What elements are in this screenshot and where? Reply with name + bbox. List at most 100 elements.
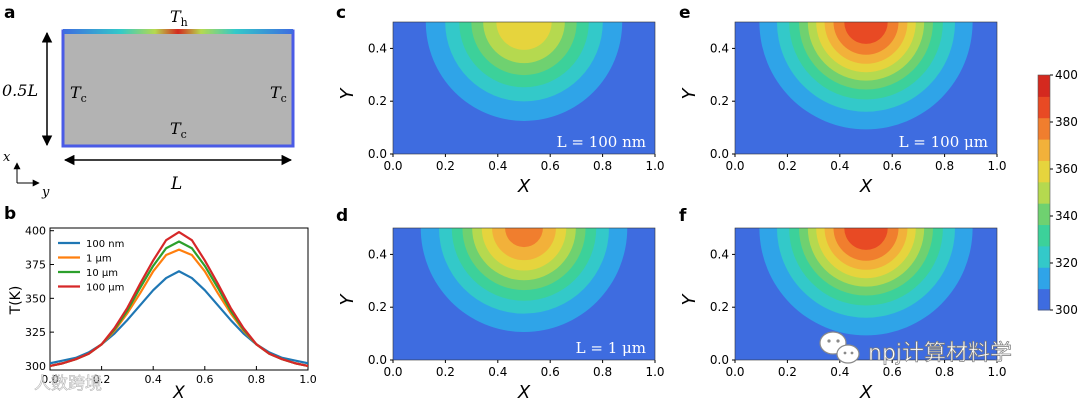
contour-xlabel: X bbox=[859, 176, 873, 197]
bottom-cold-label: Tc bbox=[170, 119, 187, 141]
contour-y-tick-label: 0.4 bbox=[368, 41, 387, 55]
contour-y-tick-label: 0.2 bbox=[368, 94, 387, 108]
wechat-icon bbox=[819, 331, 860, 364]
panel-letter-d: d bbox=[336, 206, 348, 226]
contour-x-tick-label: 0.4 bbox=[830, 365, 849, 379]
colorbar-band bbox=[1038, 203, 1050, 226]
colorbar-tick-label: 300 bbox=[1055, 303, 1078, 317]
panel-letter-b: b bbox=[4, 204, 16, 224]
contour-x-tick-label: 0.2 bbox=[436, 365, 455, 379]
height-label: 0.5L bbox=[2, 81, 38, 100]
contour-band bbox=[505, 228, 543, 248]
x-tick-label: 1.0 bbox=[299, 373, 317, 386]
panel-d: d 0.0 0.2 0.4 0.6 0.8 1.0 0.0 0.2 0.4 X Y L = 1 μm bbox=[336, 206, 665, 402]
contour-xlabel: X bbox=[517, 382, 531, 402]
contour-band bbox=[844, 22, 888, 44]
contour-x-tick-label: 0.2 bbox=[436, 159, 455, 173]
contour-frame bbox=[392, 227, 656, 361]
panel-letter-a: a bbox=[4, 3, 15, 23]
hot-temperature-label: Th bbox=[170, 7, 188, 29]
contour-y-tick-label: 0.0 bbox=[710, 353, 729, 367]
line-chart-x-ticks: 0.0 0.2 0.4 0.6 0.8 1.0 bbox=[41, 366, 317, 386]
colorbar-tick-label: 380 bbox=[1055, 115, 1078, 129]
contour-x-tick-label: 0.6 bbox=[541, 159, 560, 173]
contour-xlabel: X bbox=[859, 382, 873, 402]
colorbar-band bbox=[1038, 224, 1050, 247]
contour-bands bbox=[759, 228, 973, 336]
axis-y-label: y bbox=[41, 185, 50, 200]
contour-y-tick-label: 0.4 bbox=[710, 41, 729, 55]
contour-x-tick-label: 0.0 bbox=[383, 365, 402, 379]
colorbar-band bbox=[1038, 267, 1050, 290]
right-cold-label: Tc bbox=[270, 83, 287, 105]
colorbar-tick-label: 320 bbox=[1055, 256, 1078, 270]
line-chart-ylabel: T(K) bbox=[8, 286, 24, 316]
contour-x-tick-label: 0.0 bbox=[725, 365, 744, 379]
watermark-left-icon bbox=[12, 374, 28, 390]
contour-x-tick-label: 1.0 bbox=[645, 159, 664, 173]
y-tick-label: 325 bbox=[25, 326, 46, 339]
colorbar-band bbox=[1038, 245, 1050, 268]
y-tick-label: 400 bbox=[25, 225, 46, 238]
colorbar-band bbox=[1038, 117, 1050, 140]
y-tick-label: 300 bbox=[25, 360, 46, 373]
contour-x-tick-label: 0.2 bbox=[778, 159, 797, 173]
x-tick-label: 0.4 bbox=[144, 373, 162, 386]
watermark-left: 人数跨境 bbox=[12, 374, 102, 394]
legend-label: 100 μm bbox=[86, 283, 124, 294]
contour-label-c: L = 100 nm bbox=[557, 133, 646, 151]
contour-y-tick-label: 0.2 bbox=[710, 300, 729, 314]
contour-plot-f: 0.0 0.2 0.4 0.6 0.8 1.0 0.0 0.2 0.4 X Y bbox=[679, 227, 1007, 402]
contour-ylabel: Y bbox=[679, 87, 700, 100]
contour-x-tick-label: 1.0 bbox=[645, 365, 664, 379]
line-chart-frame bbox=[49, 227, 309, 371]
legend-label: 1 μm bbox=[86, 254, 112, 265]
contour-plot-e: 0.0 0.2 0.4 0.6 0.8 1.0 0.0 0.2 0.4 X Y bbox=[679, 21, 1007, 197]
panel-a: a Th Tc Tc Tc 0.5L L x y bbox=[2, 3, 295, 200]
colorbar-ticks: 300 320 340 360 380 400 bbox=[1050, 68, 1078, 317]
contour-x-tick-label: 0.6 bbox=[883, 365, 902, 379]
panel-letter-f: f bbox=[679, 206, 687, 226]
contour-plot-c: 0.0 0.2 0.4 0.6 0.8 1.0 0.0 0.2 0.4 X Y bbox=[337, 21, 665, 197]
line-chart-y-ticks: 300 325 350 375 400 bbox=[25, 225, 54, 373]
x-tick-label: 0.6 bbox=[196, 373, 214, 386]
contour-x-tick-label: 1.0 bbox=[987, 159, 1006, 173]
axis-x-label: x bbox=[3, 150, 11, 165]
y-tick-label: 375 bbox=[25, 259, 46, 272]
line-chart-xlabel: X bbox=[172, 383, 185, 402]
contour-ylabel: Y bbox=[679, 293, 700, 306]
contour-label-d: L = 1 μm bbox=[576, 339, 646, 357]
legend-label: 10 μm bbox=[86, 268, 118, 279]
contour-frame bbox=[734, 21, 998, 155]
colorbar-band bbox=[1038, 160, 1050, 183]
x-tick-label: 0.0 bbox=[41, 373, 59, 386]
contour-bands bbox=[759, 22, 973, 130]
panel-c: c 0.0 0.2 0.4 0.6 0.8 1.0 0.0 0.2 0.4 X Y L = 100 … bbox=[336, 3, 665, 197]
contour-y-tick-label: 0.0 bbox=[710, 147, 729, 161]
contour-x-tick-label: 0.4 bbox=[488, 365, 507, 379]
contour-x-tick-label: 0.8 bbox=[935, 159, 954, 173]
left-cold-label: Tc bbox=[70, 83, 87, 105]
contour-frame bbox=[392, 21, 656, 155]
contour-y-tick-label: 0.0 bbox=[368, 147, 387, 161]
colorbar-band bbox=[1038, 288, 1050, 311]
contour-y-tick-label: 0.2 bbox=[368, 300, 387, 314]
x-tick-label: 0.2 bbox=[93, 373, 111, 386]
contour-y-tick-label: 0.4 bbox=[710, 247, 729, 261]
colorbar-band bbox=[1038, 181, 1050, 204]
schematic-body bbox=[61, 29, 295, 148]
panel-letter-e: e bbox=[679, 3, 691, 23]
colorbar-tick-label: 360 bbox=[1055, 162, 1078, 176]
colorbar-tick-label: 400 bbox=[1055, 68, 1078, 82]
watermark-left-text: 人数跨境 bbox=[34, 374, 102, 394]
contour-x-tick-label: 0.8 bbox=[935, 365, 954, 379]
contour-plot-d: 0.0 0.2 0.4 0.6 0.8 1.0 0.0 0.2 0.4 X Y bbox=[337, 227, 665, 402]
contour-x-tick-label: 0.8 bbox=[593, 159, 612, 173]
contour-x-tick-label: 0.2 bbox=[778, 365, 797, 379]
panel-f: f 0.0 0.2 0.4 0.6 0.8 1.0 0.0 0.2 0.4 X Y bbox=[679, 206, 1007, 402]
contour-xlabel: X bbox=[517, 176, 531, 197]
contour-bands bbox=[425, 22, 623, 121]
panel-b: b 300 325 350 375 400 0.0 0.2 0.4 0.6 0.8 1.0 100… bbox=[4, 204, 317, 402]
contour-x-tick-label: 0.6 bbox=[883, 159, 902, 173]
